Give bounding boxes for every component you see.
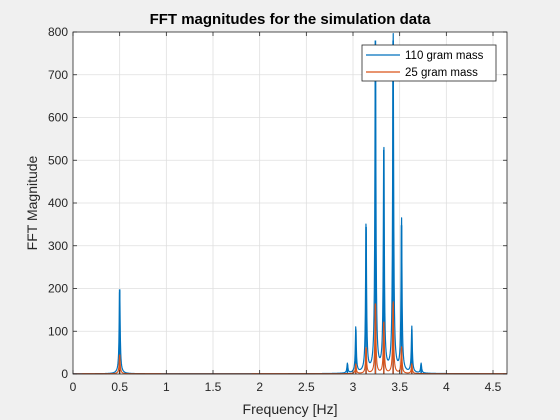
y-tick-label: 0 bbox=[61, 367, 68, 381]
y-tick-label: 600 bbox=[48, 111, 68, 125]
y-tick-label: 500 bbox=[48, 153, 68, 167]
x-tick-label: 4.5 bbox=[485, 380, 502, 394]
y-tick-label: 700 bbox=[48, 68, 68, 82]
x-tick-label: 2 bbox=[256, 380, 263, 394]
chart-title: FFT magnitudes for the simulation data bbox=[150, 11, 432, 28]
legend-label-25-gram: 25 gram mass bbox=[405, 67, 478, 79]
x-tick-label: 2.5 bbox=[298, 380, 315, 394]
axis-ticks bbox=[72, 31, 507, 375]
x-tick-label: 3 bbox=[350, 380, 357, 394]
x-tick-label: 4 bbox=[443, 380, 450, 394]
legend-label-110-gram: 110 gram mass bbox=[405, 50, 484, 62]
x-tick-label: 0.5 bbox=[111, 380, 128, 394]
x-tick-label: 3.5 bbox=[391, 380, 408, 394]
y-tick-label: 100 bbox=[48, 324, 68, 338]
x-tick-labels: 0 0.5 1 1.5 2 2.5 3 3.5 4 4.5 bbox=[70, 380, 502, 394]
y-tick-label: 800 bbox=[48, 25, 68, 39]
y-tick-label: 400 bbox=[48, 196, 68, 210]
y-tick-label: 300 bbox=[48, 239, 68, 253]
x-axis-label: Frequency [Hz] bbox=[243, 401, 338, 417]
x-tick-label: 0 bbox=[70, 380, 77, 394]
y-axis-label: FFT Magnitude bbox=[24, 155, 40, 250]
legend: 110 gram mass 25 gram mass bbox=[361, 44, 497, 82]
y-tick-label: 200 bbox=[48, 282, 68, 296]
x-tick-label: 1 bbox=[163, 380, 170, 394]
x-tick-label: 1.5 bbox=[205, 380, 222, 394]
y-tick-labels: 0 100 200 300 400 500 600 700 800 bbox=[48, 25, 68, 381]
legend-box bbox=[361, 44, 497, 82]
